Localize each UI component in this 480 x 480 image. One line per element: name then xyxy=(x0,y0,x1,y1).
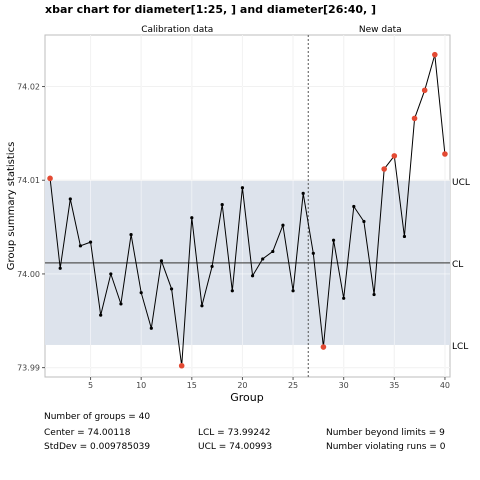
data-point xyxy=(149,326,153,330)
data-point xyxy=(200,304,204,308)
data-point xyxy=(68,197,72,201)
x-tick-label: 15 xyxy=(187,381,197,390)
y-axis-label: Group summary statistics xyxy=(6,142,17,271)
y-tick-label: 74.02 xyxy=(17,83,40,92)
data-point xyxy=(240,186,245,190)
data-point-out-of-control xyxy=(320,344,327,350)
data-point xyxy=(362,219,366,224)
data-point xyxy=(190,216,194,220)
data-point xyxy=(352,204,356,209)
data-point xyxy=(220,202,224,207)
y-tick-label: 74.00 xyxy=(17,270,40,279)
x-axis-ticks: 5 10 15 20 25 30 35 40 xyxy=(88,377,450,390)
data-point-out-of-control xyxy=(411,115,418,122)
stat-ucl: UCL = 74.00993 xyxy=(198,442,273,452)
data-point-out-of-control xyxy=(178,362,185,369)
y-tick-label: 74.01 xyxy=(17,176,40,185)
series-line xyxy=(49,54,446,366)
x-tick-label: 5 xyxy=(88,381,93,390)
stat-lcl: LCL = 73.99242 xyxy=(198,428,271,438)
data-point xyxy=(342,296,346,300)
data-point xyxy=(230,289,234,293)
data-point xyxy=(78,244,83,248)
data-point xyxy=(139,291,143,295)
data-point xyxy=(372,292,376,297)
data-points xyxy=(47,51,448,369)
data-point xyxy=(169,287,174,291)
data-point xyxy=(311,251,315,255)
stat-center: Center = 74.00118 xyxy=(44,428,131,438)
data-point xyxy=(281,223,285,227)
data-point xyxy=(261,257,265,261)
data-point xyxy=(119,302,123,306)
data-point xyxy=(210,264,214,269)
limit-label-cl: CL xyxy=(452,260,463,270)
data-point-out-of-control xyxy=(442,151,448,157)
stat-violating-runs: Number violating runs = 0 xyxy=(326,442,446,452)
x-axis-label: Group xyxy=(230,391,264,404)
data-point-out-of-control xyxy=(421,87,428,94)
data-point-out-of-control xyxy=(432,51,438,58)
x-tick-label: 10 xyxy=(136,381,146,390)
stat-stddev: StdDev = 0.009785039 xyxy=(44,442,151,452)
chart-title: xbar chart for diameter[1:25, ] and diam… xyxy=(45,3,377,16)
limit-labels: UCL CL LCL xyxy=(452,178,470,352)
y-axis-ticks: 73.99 74.00 74.01 74.02 xyxy=(17,83,45,373)
y-tick-label: 73.99 xyxy=(17,364,40,373)
data-point xyxy=(331,238,336,242)
limit-label-ucl: UCL xyxy=(452,178,470,188)
data-point xyxy=(58,266,62,270)
data-point xyxy=(250,274,255,278)
x-tick-label: 30 xyxy=(339,381,349,390)
stat-beyond-limits: Number beyond limits = 9 xyxy=(326,428,445,438)
section-label: New data xyxy=(359,25,402,35)
data-point xyxy=(271,249,275,254)
x-tick-label: 25 xyxy=(288,381,298,390)
data-point xyxy=(99,313,103,317)
x-tick-label: 20 xyxy=(237,381,247,390)
data-point-out-of-control xyxy=(381,166,387,172)
limit-label-lcl: LCL xyxy=(452,342,468,352)
x-tick-label: 35 xyxy=(389,381,399,390)
stat-groups: Number of groups = 40 xyxy=(44,412,151,422)
data-point xyxy=(88,240,93,244)
data-point xyxy=(402,234,407,239)
data-point-out-of-control xyxy=(47,175,53,182)
x-tick-label: 40 xyxy=(440,381,450,390)
grid-lines-overlay xyxy=(45,35,450,377)
data-point xyxy=(291,289,295,293)
data-point xyxy=(301,191,305,195)
section-labels: Calibration data New data xyxy=(141,25,401,35)
data-point xyxy=(129,232,133,237)
data-point-out-of-control xyxy=(391,153,398,159)
data-point xyxy=(159,259,164,263)
data-point xyxy=(109,272,113,276)
section-label: Calibration data xyxy=(141,25,213,35)
